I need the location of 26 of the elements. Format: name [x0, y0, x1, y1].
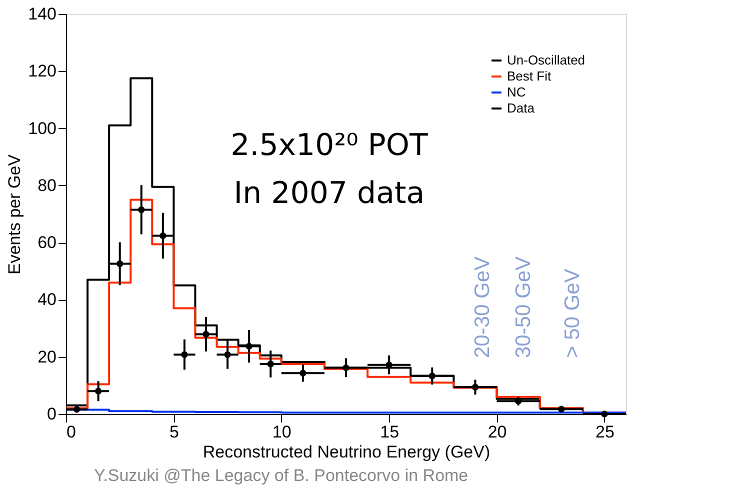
x-tick-label: 20 [488, 422, 507, 442]
y-tick-label: 20 [38, 347, 56, 366]
y-tick-label: 60 [38, 233, 56, 252]
legend-label: Data [507, 100, 536, 116]
y-tick-label: 40 [38, 290, 56, 310]
annotation: 2.5x10²⁰ POT [230, 128, 428, 163]
x-tick-label: 5 [169, 422, 179, 442]
annotation: In 2007 data [234, 176, 425, 211]
legend-label: Un-Oscillated [507, 52, 586, 68]
y-tick-label: 120 [28, 62, 56, 81]
annotation: > 50 GeV [560, 268, 584, 358]
legend-label: NC [507, 84, 526, 100]
annotation: 20-30 GeV [471, 256, 494, 358]
y-tick-label: 100 [28, 118, 56, 138]
x-tick-label: 10 [272, 422, 292, 442]
y-tick-label: 140 [28, 4, 56, 24]
x-tick-label: 25 [596, 422, 614, 442]
y-axis-title: Events per GeV [5, 154, 24, 275]
x-tick-label: 15 [380, 422, 400, 442]
legend-label: Best Fit [507, 68, 552, 84]
text: Y.Suzuki @The Legacy of B. Pontecorvo in Rome [94, 466, 468, 485]
y-tick-label: 80 [38, 176, 56, 195]
x-axis-title: Reconstructed Neutrino Energy (GeV) [202, 442, 490, 462]
y-tick-label: 0 [47, 404, 56, 424]
annotation: 30-50 GeV [512, 256, 536, 358]
x-tick-label: 0 [66, 422, 76, 442]
